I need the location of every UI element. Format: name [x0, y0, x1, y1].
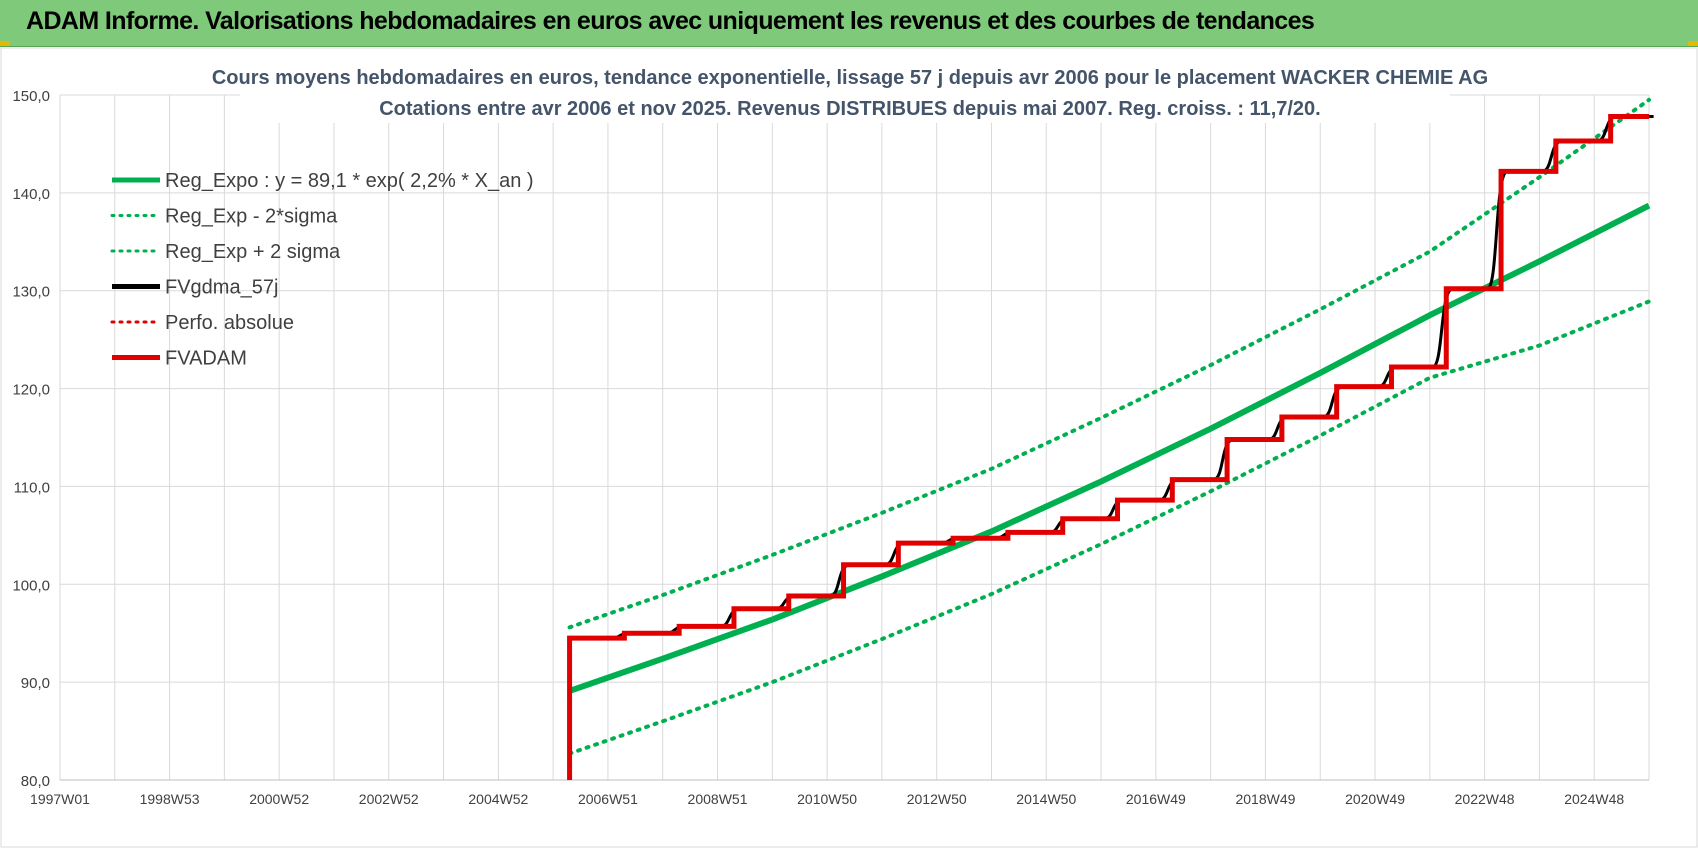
title-background	[240, 61, 1450, 123]
x-axis-ticks: 1997W01 1998W53 2000W52 2002W52 2004W52 2006W…	[30, 791, 1624, 807]
x-tick-label: 2018W49	[1235, 791, 1295, 807]
x-tick-label: 2002W52	[359, 791, 419, 807]
corner-marker-left	[0, 41, 10, 46]
line-chart: 80,0 90,0 100,0 110,0 120,0 130,0 140,0 150,0 1…	[0, 47, 1698, 848]
legend-label: FVgdma_57j	[165, 277, 278, 299]
legend-label: Reg_Exp - 2*sigma	[165, 206, 338, 228]
x-tick-label: 2000W52	[249, 791, 309, 807]
x-tick-label: 2012W50	[907, 791, 967, 807]
y-tick-label: 150,0	[12, 88, 50, 105]
series-line-2	[567, 97, 1651, 630]
x-tick-label: 2008W51	[688, 791, 748, 807]
series-line-5	[567, 114, 1649, 780]
y-tick-label: 100,0	[12, 577, 50, 594]
x-tick-label: 2004W52	[468, 791, 528, 807]
chart-series	[567, 97, 1654, 780]
x-tick-label: 2022W48	[1455, 791, 1515, 807]
corner-marker-right	[1688, 41, 1698, 46]
y-tick-label: 130,0	[12, 284, 50, 301]
x-tick-label: 1997W01	[30, 791, 90, 807]
legend-label: Reg_Expo : y = 89,1 * exp( 2,2% * X_an )	[165, 170, 534, 192]
chart-frame	[0, 47, 1698, 848]
chart-container: 80,0 90,0 100,0 110,0 120,0 130,0 140,0 150,0 1…	[0, 47, 1698, 848]
x-tick-label: 1998W53	[140, 791, 200, 807]
x-tick-label: 2014W50	[1016, 791, 1076, 807]
legend-label: Reg_Exp + 2 sigma	[165, 241, 341, 263]
chart-title: Cours moyens hebdomadaires en euros, ten…	[212, 67, 1488, 89]
y-tick-label: 110,0	[14, 479, 50, 496]
report-title: ADAM Informe. Valorisations hebdomadaire…	[26, 7, 1315, 35]
x-tick-label: 2024W48	[1564, 791, 1624, 807]
x-tick-label: 2016W49	[1126, 791, 1186, 807]
y-tick-label: 140,0	[12, 186, 50, 203]
legend-label: FVADAM	[165, 348, 247, 370]
x-tick-label: 2006W51	[578, 791, 638, 807]
y-tick-label: 80,0	[21, 773, 50, 790]
y-tick-label: 90,0	[21, 675, 50, 692]
y-axis-ticks: 80,0 90,0 100,0 110,0 120,0 130,0 140,0 150,0	[12, 88, 50, 790]
chart-subtitle: Cotations entre avr 2006 et nov 2025. Re…	[379, 98, 1321, 120]
x-tick-label: 2010W50	[797, 791, 857, 807]
x-tick-label: 2020W49	[1345, 791, 1405, 807]
y-tick-label: 120,0	[12, 382, 50, 399]
legend-label: Perfo. absolue	[165, 312, 294, 334]
series-line-0	[568, 202, 1651, 694]
report-banner: ADAM Informe. Valorisations hebdomadaire…	[0, 0, 1698, 47]
chart-legend: Reg_Expo : y = 89,1 * exp( 2,2% * X_an )…	[110, 170, 534, 370]
